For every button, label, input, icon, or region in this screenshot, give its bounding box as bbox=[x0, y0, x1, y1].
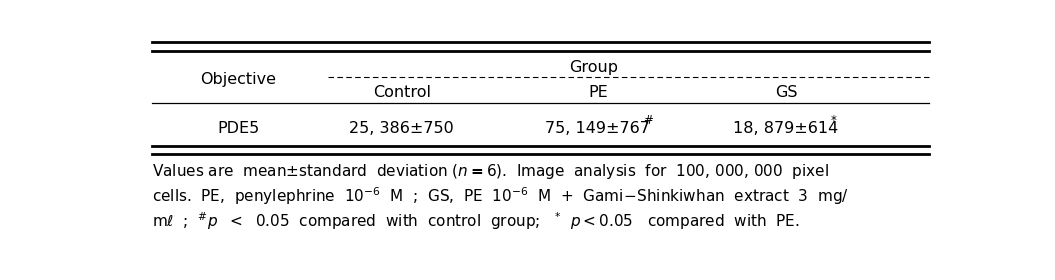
Text: Control: Control bbox=[372, 85, 430, 101]
Text: GS: GS bbox=[774, 85, 798, 101]
Text: #: # bbox=[642, 114, 653, 127]
Text: *: * bbox=[831, 114, 837, 127]
Text: Objective: Objective bbox=[200, 73, 276, 87]
Text: PE: PE bbox=[588, 85, 608, 101]
Text: cells.  PE,  penylephrine  10$^{-6}$  M  ;  GS,  PE  10$^{-6}$  M  +  Gami$\!-\!: cells. PE, penylephrine 10$^{-6}$ M ; GS… bbox=[152, 186, 849, 207]
Text: PDE5: PDE5 bbox=[217, 121, 260, 136]
Text: m$\it{\ell}$  ;  $^{\#}$$\it{p}$  $<$  $\it{0.05}$  compared  with  control  gro: m$\it{\ell}$ ; $^{\#}$$\it{p}$ $<$ $\it{… bbox=[152, 210, 800, 232]
Text: 25, 386±750: 25, 386±750 bbox=[349, 121, 454, 136]
Text: Group: Group bbox=[570, 60, 618, 74]
Text: 18, 879±614: 18, 879±614 bbox=[733, 121, 839, 136]
Text: 75, 149±767: 75, 149±767 bbox=[545, 121, 650, 136]
Text: Values are  mean$\pm$standard  deviation ($\it{n}$$\bf{=}$$\it{6}$).  Image  ana: Values are mean$\pm$standard deviation (… bbox=[152, 162, 829, 181]
